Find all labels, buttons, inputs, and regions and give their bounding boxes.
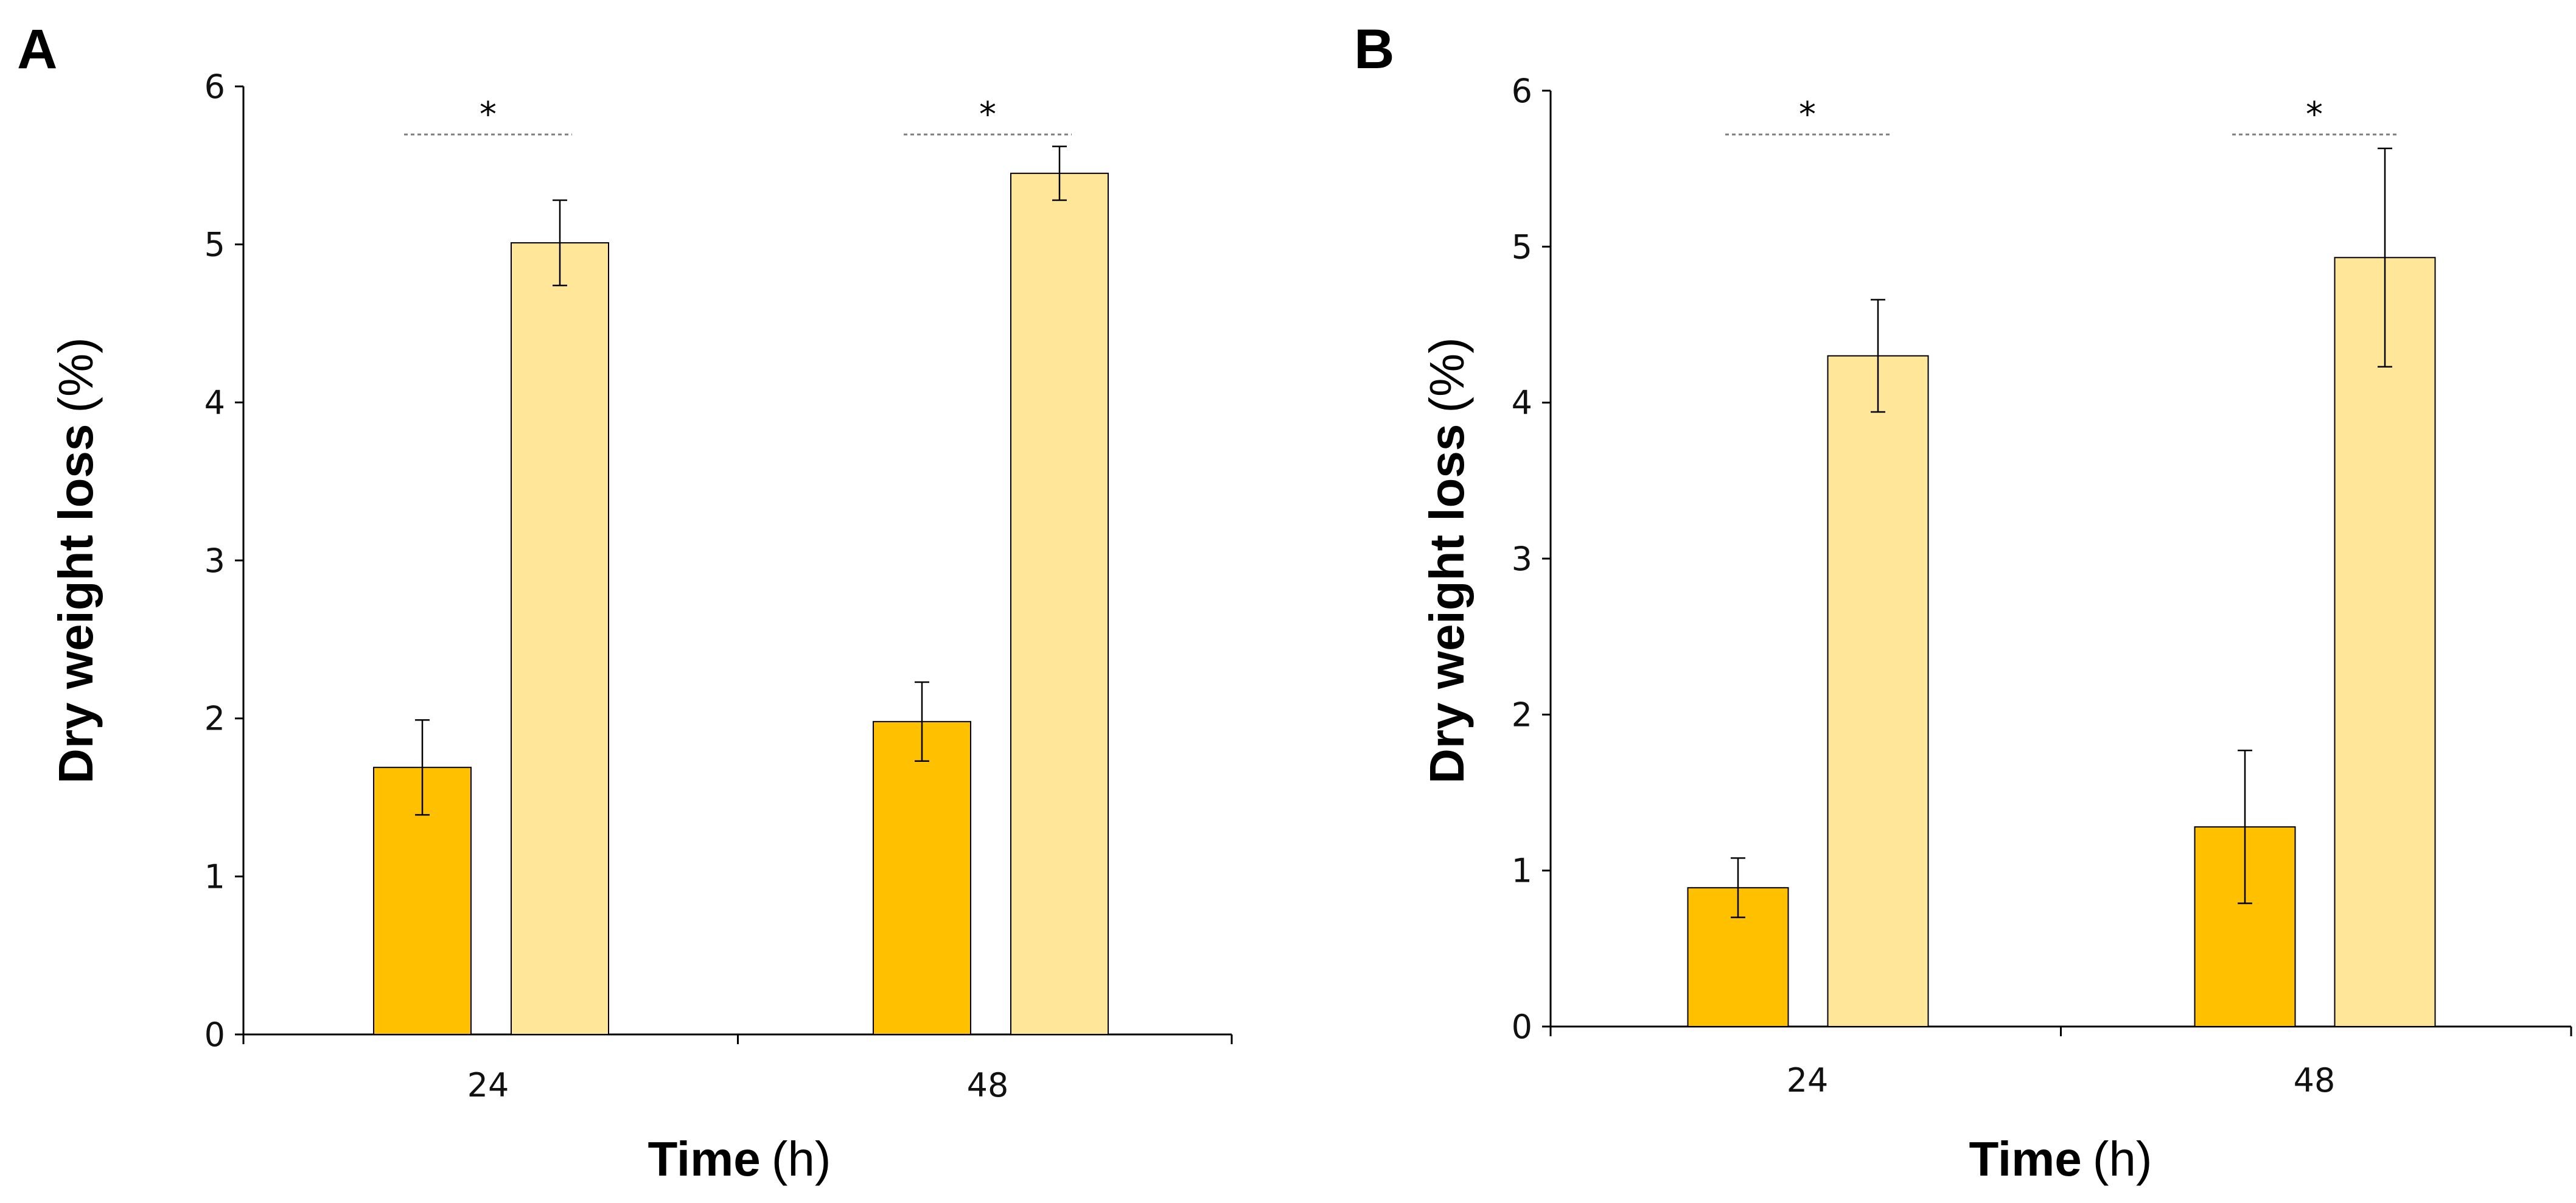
y-tick-label: 4 xyxy=(204,383,225,422)
significance-star: * xyxy=(480,95,497,134)
y-tick-label: 2 xyxy=(1512,696,1532,734)
panel-label: B xyxy=(1354,18,1394,80)
x-axis-title: Time (h) xyxy=(647,1132,831,1186)
x-tick-label: 48 xyxy=(2294,1061,2336,1100)
significance-star: * xyxy=(2306,95,2323,134)
y-tick-label: 6 xyxy=(204,68,225,106)
y-tick-label: 6 xyxy=(1512,72,1532,110)
y-tick-label: 0 xyxy=(204,1016,225,1054)
bar xyxy=(1010,172,1109,1036)
y-tick-label: 5 xyxy=(1512,228,1532,266)
y-tick-label: 2 xyxy=(204,700,225,738)
y-tick-label: 0 xyxy=(1512,1008,1532,1046)
y-tick-label: 4 xyxy=(1512,384,1532,422)
x-tick-label: 24 xyxy=(1787,1061,1829,1100)
panel-label: A xyxy=(17,18,57,80)
x-tick-label: 24 xyxy=(467,1066,509,1104)
y-axis-title-main: Dry weight loss xyxy=(1420,424,1474,784)
bar xyxy=(1827,355,1929,1027)
y-tick-label: 3 xyxy=(1512,540,1532,578)
y-tick-label: 1 xyxy=(1512,852,1532,890)
x-tick-label: 48 xyxy=(967,1066,1009,1104)
x-axis-title-unit: (h) xyxy=(2093,1132,2152,1186)
bar xyxy=(511,242,609,1036)
x-axis-title-main: Time xyxy=(647,1132,760,1186)
y-axis-title: Dry weight loss (%) xyxy=(49,337,103,784)
y-axis-title-unit: (%) xyxy=(49,337,103,413)
bar xyxy=(2334,257,2436,1028)
chart-panel-b: B 0 1 2 3 4 5 6 24 48 * * Dry weight loss (%) Time (h) xyxy=(1354,18,2572,1186)
significance-star: * xyxy=(1799,95,1816,134)
y-axis-title: Dry weight loss (%) xyxy=(1420,337,1474,784)
y-axis-title-main: Dry weight loss xyxy=(49,424,103,784)
y-axis-title-unit: (%) xyxy=(1420,337,1474,413)
chart-panel-a: A 0 1 2 3 4 5 6 24 48 * * Dry weight loss (%) Time (h) xyxy=(17,18,1233,1186)
y-tick-label: 5 xyxy=(204,226,225,264)
y-tick-label: 1 xyxy=(204,857,225,896)
significance-star: * xyxy=(979,95,996,134)
x-axis-title-unit: (h) xyxy=(772,1132,831,1186)
x-axis-title: Time (h) xyxy=(1969,1132,2152,1186)
x-axis-title-main: Time xyxy=(1969,1132,2081,1186)
y-tick-label: 3 xyxy=(204,542,225,580)
bar xyxy=(873,720,971,1035)
